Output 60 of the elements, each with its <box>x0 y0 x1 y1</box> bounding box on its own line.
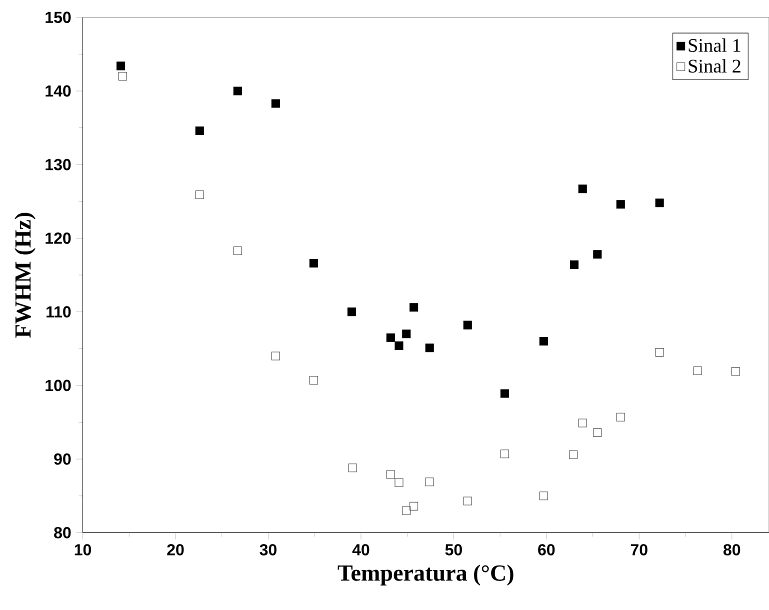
point <box>578 184 587 194</box>
point <box>425 344 434 352</box>
point <box>616 200 625 209</box>
point <box>195 126 204 135</box>
point <box>616 412 625 422</box>
point <box>309 258 318 268</box>
x-tick-label: 30 <box>260 544 276 556</box>
point <box>593 428 602 437</box>
x-axis-title: Temperatura (°C) <box>338 564 514 586</box>
point <box>118 72 127 80</box>
point <box>570 260 579 269</box>
point <box>402 506 411 515</box>
point <box>233 246 242 255</box>
x-tick-label: 50 <box>445 544 462 556</box>
point <box>347 308 356 316</box>
point <box>386 333 395 342</box>
y-tick-label: 90 <box>54 453 71 465</box>
y-axis-title: FWHM (Hz) <box>14 212 36 338</box>
x-tick-label: 70 <box>630 544 648 556</box>
point <box>116 62 126 70</box>
point <box>731 367 740 376</box>
x-tick-label: 10 <box>74 544 92 556</box>
point <box>539 336 548 346</box>
point <box>500 389 509 398</box>
point <box>348 464 357 472</box>
point <box>233 86 242 96</box>
point <box>410 502 418 510</box>
x-tick-label: 20 <box>167 544 184 556</box>
point <box>394 478 404 487</box>
point <box>569 450 578 459</box>
x-tick-label: 80 <box>723 544 740 556</box>
y-tick-label: 100 <box>46 380 71 392</box>
point <box>693 366 702 375</box>
y-tick-label: 130 <box>46 158 71 170</box>
point <box>386 470 395 479</box>
point <box>410 303 418 312</box>
point <box>578 418 587 428</box>
point <box>655 348 664 357</box>
y-tick-label: 80 <box>54 526 71 538</box>
point <box>394 341 404 350</box>
point <box>271 352 280 360</box>
point <box>463 496 472 506</box>
x-tick-label: 40 <box>352 544 370 556</box>
y-tick-label: 150 <box>46 12 71 23</box>
point <box>425 478 434 486</box>
legend-label: Sinal 1 <box>688 38 740 52</box>
point <box>655 198 664 208</box>
point <box>500 450 509 458</box>
point <box>195 190 204 199</box>
point <box>402 330 411 338</box>
y-tick-label: 140 <box>46 85 71 97</box>
legend-label: Sinal 2 <box>688 59 740 73</box>
point <box>309 376 318 385</box>
point <box>463 320 472 330</box>
point <box>271 99 280 108</box>
point <box>539 492 548 500</box>
point <box>593 250 602 259</box>
y-tick-label: 120 <box>46 232 71 244</box>
x-tick-label: 60 <box>538 544 555 556</box>
y-tick-label: 110 <box>46 306 71 318</box>
